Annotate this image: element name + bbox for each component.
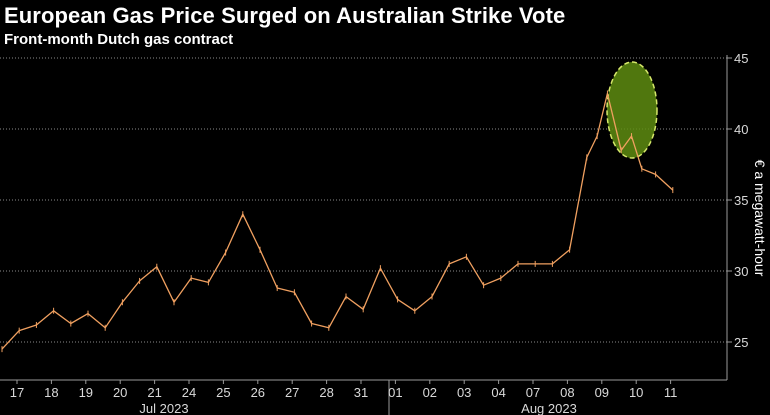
x-tick-label: 02 — [423, 385, 437, 400]
x-tick-label: 10 — [629, 385, 643, 400]
x-tick-label: 04 — [491, 385, 505, 400]
x-tick-label: 28 — [319, 385, 333, 400]
x-tick-label: 20 — [113, 385, 127, 400]
x-tick-label: 19 — [79, 385, 93, 400]
x-month-label: Jul 2023 — [139, 401, 188, 415]
x-tick-label: 18 — [44, 385, 58, 400]
y-tick-label: 25 — [734, 335, 748, 350]
x-tick-label: 11 — [664, 385, 678, 400]
chart-title: European Gas Price Surged on Australian … — [4, 3, 566, 28]
x-tick-label: 26 — [251, 385, 265, 400]
x-month-labels: Jul 2023 Aug 2023 — [139, 401, 576, 415]
y-tick-labels: 25 30 35 40 45 — [727, 51, 748, 350]
y-tick-label: 45 — [734, 51, 748, 66]
x-tick-label: 03 — [457, 385, 471, 400]
x-tick-labels: 17 18 19 20 21 24 25 26 27 28 31 01 02 03 04 07 08 09 10 11 — [10, 380, 678, 400]
x-tick-label: 31 — [354, 385, 368, 400]
x-tick-label: 24 — [182, 385, 196, 400]
series-line — [1, 92, 674, 350]
y-tick-label: 35 — [734, 193, 748, 208]
x-tick-label: 27 — [285, 385, 299, 400]
x-tick-label: 01 — [388, 385, 402, 400]
x-tick-label: 17 — [10, 385, 24, 400]
gridlines — [0, 57, 727, 343]
x-tick-label: 25 — [216, 385, 230, 400]
y-tick-label: 30 — [734, 264, 748, 279]
spike-highlight — [606, 61, 658, 159]
series-group — [1, 90, 674, 353]
x-tick-label: 09 — [595, 385, 609, 400]
x-tick-label: 08 — [560, 385, 574, 400]
x-month-label: Aug 2023 — [521, 401, 577, 415]
x-tick-label: 21 — [147, 385, 161, 400]
chart-subtitle: Front-month Dutch gas contract — [4, 31, 234, 48]
y-tick-label: 40 — [734, 122, 748, 137]
x-tick-label: 07 — [526, 385, 540, 400]
y-axis-label: € a megawatt-hour — [752, 160, 768, 277]
